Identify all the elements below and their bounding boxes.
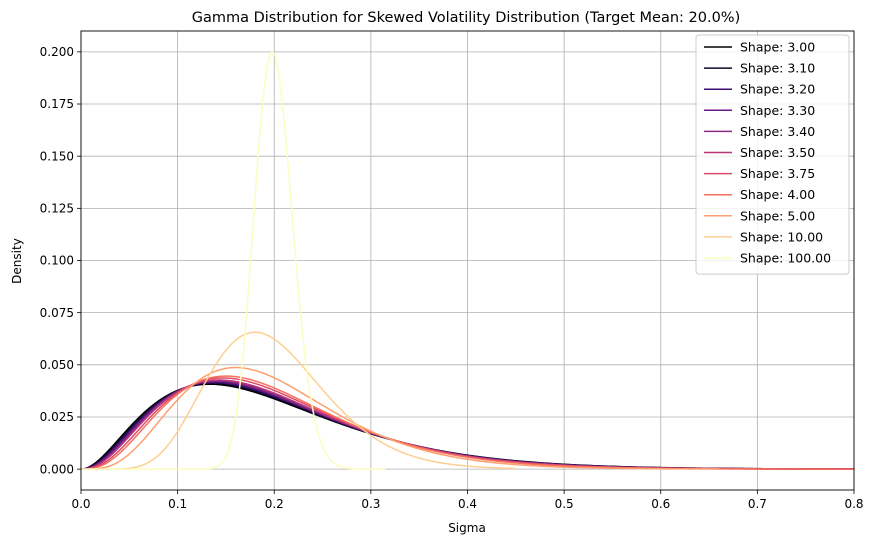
x-tick-label: 0.2 [265, 497, 284, 511]
legend-label: Shape: 5.00 [740, 208, 815, 223]
legend-label: Shape: 3.40 [740, 124, 815, 139]
y-tick-label: 0.075 [40, 306, 74, 320]
legend-label: Shape: 3.10 [740, 61, 815, 76]
legend-box [695, 34, 850, 275]
series-line [81, 366, 719, 470]
legend-label: Shape: 4.00 [740, 187, 815, 202]
legend-label: Shape: 3.20 [740, 82, 815, 97]
y-tick-label: 0.200 [40, 45, 74, 59]
x-tick-label: 0.1 [168, 497, 187, 511]
y-tick-label: 0.150 [40, 149, 74, 163]
legend-label: Shape: 3.30 [740, 103, 815, 118]
legend-label: Shape: 3.50 [740, 145, 815, 160]
x-axis: 0.0 0.1 0.2 0.3 0.4 0.5 0.6 0.7 0.8 [71, 490, 864, 511]
series-line [81, 331, 516, 470]
legend-label: Shape: 10.00 [740, 229, 823, 244]
series-lines [80, 51, 855, 470]
y-axis: 0.000 0.025 0.050 0.075 0.100 0.125 0.150 0.175… [40, 45, 81, 476]
y-tick-label: 0.100 [40, 254, 74, 268]
x-axis-label: Sigma [448, 521, 486, 535]
legend-label: Shape: 3.75 [740, 166, 815, 181]
y-tick-label: 0.000 [40, 462, 74, 476]
x-tick-label: 0.8 [844, 497, 863, 511]
x-tick-label: 0.3 [361, 497, 380, 511]
x-tick-label: 0.4 [458, 497, 477, 511]
legend-label: Shape: 100.00 [740, 251, 831, 266]
legend-label: Shape: 3.00 [740, 40, 815, 55]
x-tick-label: 0.0 [71, 497, 90, 511]
y-tick-label: 0.125 [40, 202, 74, 216]
chart-title: Gamma Distribution for Skewed Volatility… [192, 10, 741, 26]
legend: Shape: 3.00 Shape: 3.10 Shape: 3.20 Shape: … [695, 34, 850, 275]
series-line [81, 51, 386, 470]
y-tick-label: 0.025 [40, 410, 74, 424]
y-tick-label: 0.050 [40, 358, 74, 372]
x-tick-label: 0.7 [748, 497, 767, 511]
x-tick-label: 0.5 [555, 497, 574, 511]
y-axis-label: Density [10, 238, 24, 284]
x-tick-label: 0.6 [651, 497, 670, 511]
series-line [80, 375, 854, 470]
y-tick-label: 0.175 [40, 97, 74, 111]
